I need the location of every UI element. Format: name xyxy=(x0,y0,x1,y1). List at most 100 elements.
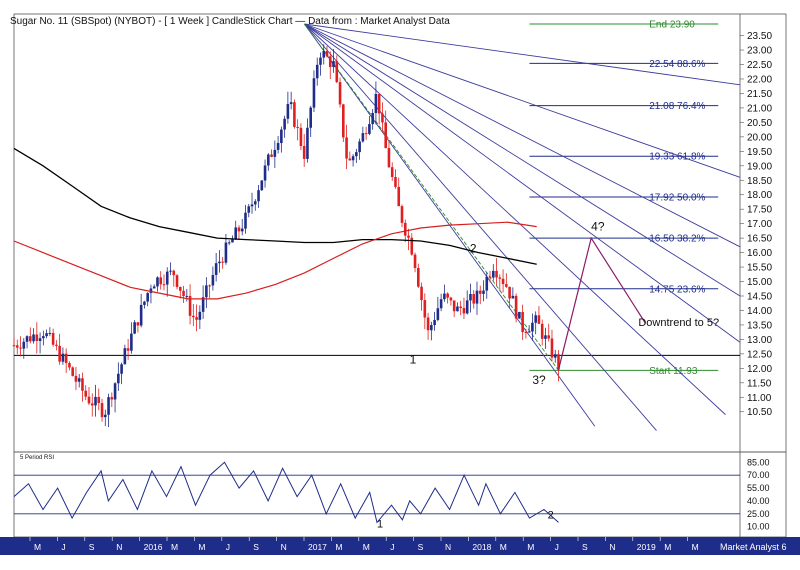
candle-body xyxy=(351,156,355,161)
candle-body xyxy=(397,186,401,207)
price-y-tick-label: 21.00 xyxy=(747,103,772,114)
candle-body xyxy=(45,333,48,337)
time-axis-label: M xyxy=(363,542,370,552)
candle-body xyxy=(527,331,531,333)
candle-body xyxy=(358,141,361,153)
time-axis-label: M xyxy=(198,542,205,552)
wave-label: 1 xyxy=(410,353,417,367)
candle-body xyxy=(146,293,149,302)
candle-body xyxy=(518,312,521,319)
candle-body xyxy=(152,286,156,289)
candle-body xyxy=(335,61,339,83)
candle-body xyxy=(201,297,205,312)
candle-body xyxy=(198,311,202,320)
candle-body xyxy=(364,133,368,135)
candle-body xyxy=(524,332,528,334)
candle-body xyxy=(231,239,234,243)
fib-level-label: 16.50 38.2% xyxy=(649,234,705,245)
candle-body xyxy=(94,396,97,406)
candle-body xyxy=(544,335,547,339)
candle-body xyxy=(505,284,508,287)
candle-body xyxy=(374,93,378,113)
candle-body xyxy=(508,286,511,299)
time-axis-label: N xyxy=(281,542,287,552)
time-axis-label: M xyxy=(527,542,534,552)
candle-body xyxy=(159,277,163,285)
candle-body xyxy=(110,397,114,400)
candle-body xyxy=(97,396,101,404)
time-axis-label: M xyxy=(34,542,41,552)
candle-body xyxy=(371,112,374,125)
time-axis-label: M xyxy=(335,542,342,552)
candle-body xyxy=(81,378,84,391)
candle-body xyxy=(162,284,166,286)
candle-body xyxy=(267,154,270,166)
candle-body xyxy=(355,152,358,157)
candle-body xyxy=(553,354,557,358)
candle-body xyxy=(390,167,394,178)
candle-body xyxy=(22,341,26,349)
candle-body xyxy=(156,277,159,287)
candle-body xyxy=(394,177,397,187)
candle-body xyxy=(472,294,476,304)
candle-body xyxy=(165,271,169,285)
candle-body xyxy=(25,336,29,342)
candle-body xyxy=(443,293,446,300)
candle-body xyxy=(446,293,449,298)
candle-body xyxy=(68,363,71,368)
candle-body xyxy=(534,315,537,323)
candle-body xyxy=(309,107,313,128)
price-y-tick-label: 11.50 xyxy=(747,378,772,389)
candle-body xyxy=(103,414,107,418)
candle-body xyxy=(381,113,384,123)
price-y-tick-label: 20.00 xyxy=(747,132,772,143)
candle-body xyxy=(485,276,489,291)
time-axis-label: 2019 xyxy=(637,542,656,552)
candle-body xyxy=(240,228,244,232)
time-axis-label: N xyxy=(445,542,451,552)
candle-body xyxy=(211,274,215,286)
fib-level-label: Start 11.93 xyxy=(649,366,698,377)
price-y-tick-label: 17.50 xyxy=(747,205,772,216)
rsi-title: 5 Period RSI xyxy=(20,455,54,461)
price-y-tick-label: 16.00 xyxy=(747,248,772,259)
price-y-tick-label: 12.50 xyxy=(747,349,772,360)
candle-body xyxy=(276,143,280,150)
price-y-tick-label: 19.50 xyxy=(747,147,772,158)
price-y-tick-label: 20.50 xyxy=(747,118,772,129)
candle-body xyxy=(61,353,65,362)
candle-body xyxy=(29,336,32,342)
price-y-tick-label: 18.00 xyxy=(747,190,772,201)
price-y-tick-label: 13.50 xyxy=(747,320,772,331)
candle-body xyxy=(387,148,391,168)
time-axis-bar xyxy=(0,537,800,555)
fan-line xyxy=(304,23,741,86)
candle-body xyxy=(547,335,551,339)
candle-body xyxy=(123,348,127,365)
candle-body xyxy=(420,286,423,301)
candle-body xyxy=(224,242,228,263)
candle-body xyxy=(208,285,211,287)
candle-body xyxy=(319,57,322,65)
candle-body xyxy=(540,323,544,339)
candle-body xyxy=(169,270,172,272)
candle-body xyxy=(452,300,456,312)
rsi-y-tick-label: 10.00 xyxy=(747,522,770,532)
fib-level-label: 21.08 76.4% xyxy=(649,101,705,112)
price-y-tick-label: 23.50 xyxy=(747,31,772,42)
candle-body xyxy=(403,222,407,236)
candle-body xyxy=(289,102,293,105)
candle-body xyxy=(426,317,430,331)
candle-body xyxy=(286,104,290,119)
price-y-tick-label: 11.00 xyxy=(747,393,772,404)
time-axis-label: N xyxy=(116,542,122,552)
time-axis-label: 2016 xyxy=(144,542,163,552)
candle-body xyxy=(120,364,123,374)
candle-body xyxy=(192,315,195,318)
candle-body xyxy=(456,306,459,312)
candle-body xyxy=(178,286,182,291)
candle-body xyxy=(537,315,541,324)
candle-body xyxy=(15,345,19,348)
candle-body xyxy=(87,396,91,404)
candle-body xyxy=(498,277,502,279)
